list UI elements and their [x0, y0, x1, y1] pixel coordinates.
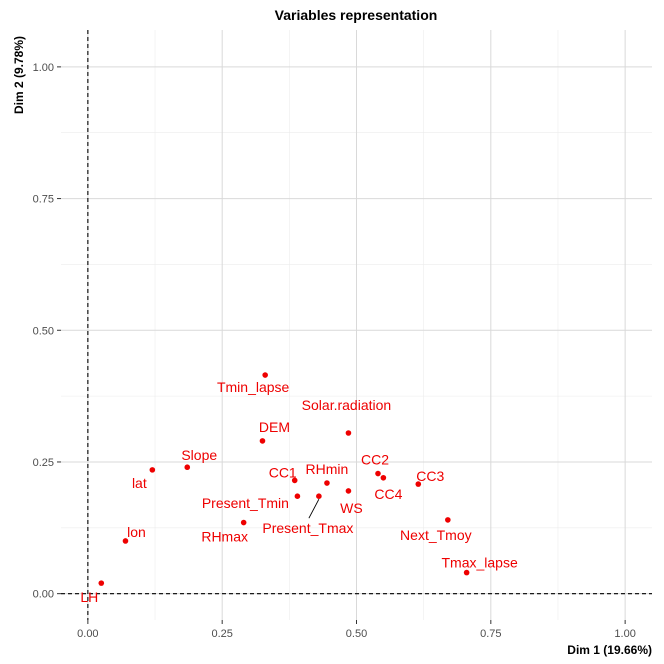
x-tick-label: 0.25 — [211, 628, 232, 640]
point-rhmin — [324, 480, 330, 486]
point-present-tmin — [294, 493, 301, 500]
point-lat — [149, 467, 156, 473]
label-rhmax: RHmax — [201, 529, 248, 545]
label-cc3: CC3 — [416, 468, 444, 484]
label-cc4: CC4 — [374, 486, 402, 502]
y-tick-label: 0.75 — [33, 194, 54, 206]
axis-ticks: 0.00 0.25 0.50 0.75 1.00 0.00 0.25 0.50 0.75 1.00 — [33, 62, 636, 640]
label-slope: Slope — [181, 447, 217, 463]
point-cc4 — [380, 474, 387, 481]
y-tick-label: 0.50 — [33, 325, 54, 337]
reference-lines — [61, 30, 652, 620]
label-present-tmin: Present_Tmin — [202, 495, 289, 511]
point-cc3 — [415, 481, 422, 487]
point-lon — [122, 538, 129, 544]
x-tick-label: 0.75 — [480, 628, 501, 640]
label-ws: WS — [340, 500, 363, 516]
x-tick-label: 1.00 — [614, 628, 635, 640]
point-labels: Tmin_lapse Solar.radiation DEM Slope lat CC1 R… — [80, 379, 518, 605]
label-lh: LH — [80, 589, 98, 605]
point-rhmax — [240, 519, 247, 526]
label-solar-radiation: Solar.radiation — [302, 397, 392, 413]
y-tick-label: 0.00 — [33, 589, 54, 601]
label-next-tmoy: Next_Tmoy — [400, 527, 472, 543]
y-tick-label: 0.25 — [33, 457, 54, 469]
point-next-tmoy — [445, 517, 451, 523]
label-cc1: CC1 — [269, 464, 297, 480]
label-connectors — [308, 498, 320, 519]
x-tick-label: 0.50 — [346, 628, 367, 640]
connector-present-tmax — [308, 498, 320, 519]
point-cc1 — [291, 477, 298, 484]
x-axis-title: Dim 1 (19.66%) — [567, 643, 652, 657]
point-slope — [184, 464, 191, 471]
point-dem — [259, 438, 266, 444]
y-tick-label: 1.00 — [33, 62, 54, 74]
label-cc2: CC2 — [361, 452, 389, 468]
label-rhmin: RHmin — [306, 461, 349, 477]
x-tick-label: 0.00 — [77, 628, 98, 640]
label-lon: lon — [127, 524, 146, 540]
point-cc2 — [375, 470, 381, 477]
data-points — [98, 372, 470, 586]
point-present-tmax — [316, 493, 322, 500]
point-ws — [345, 488, 352, 494]
point-lh — [98, 580, 105, 586]
point-tmax-lapse — [463, 569, 470, 576]
label-dem: DEM — [259, 419, 290, 435]
point-tmin-lapse — [262, 372, 268, 378]
label-tmin-lapse: Tmin_lapse — [217, 379, 290, 395]
point-solar-radiation — [345, 430, 352, 436]
label-present-tmax: Present_Tmax — [262, 520, 353, 536]
label-lat: lat — [132, 475, 147, 491]
label-tmax-lapse: Tmax_lapse — [442, 555, 518, 571]
chart-title: Variables representation — [275, 7, 438, 23]
y-axis-title: Dim 2 (9.78%) — [12, 36, 26, 114]
